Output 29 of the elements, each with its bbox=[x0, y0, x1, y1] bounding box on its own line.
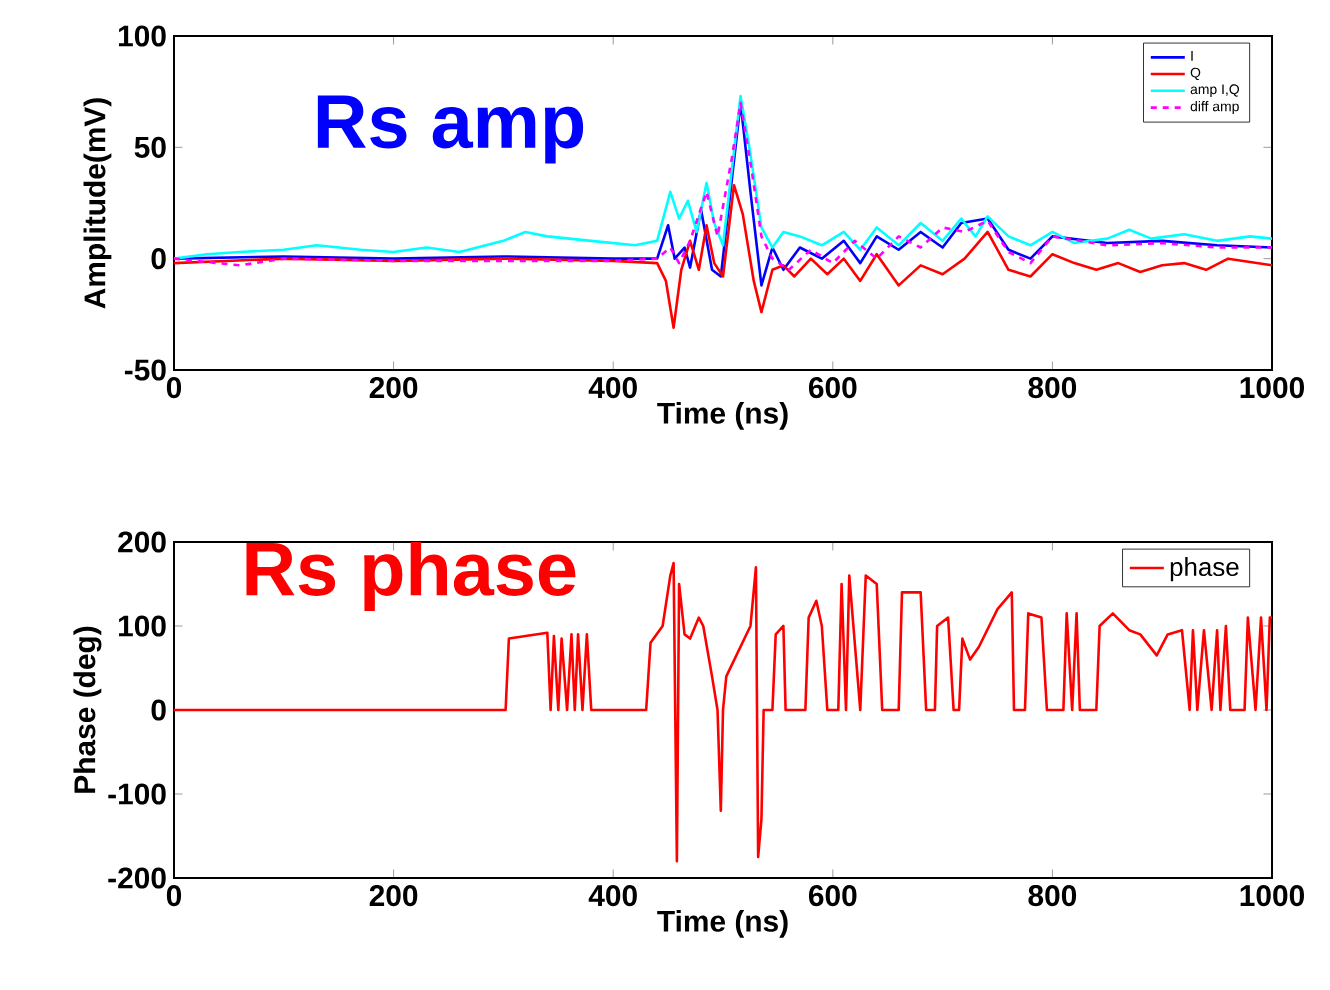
y-axis-title: Amplitude(mV) bbox=[83, 98, 112, 309]
y-tick-label: -200 bbox=[108, 867, 166, 889]
x-tick-label: 600 bbox=[808, 377, 857, 399]
legend-label: phase bbox=[1170, 557, 1239, 582]
x-tick-label: 200 bbox=[369, 377, 418, 399]
x-axis-title: Time (ns) bbox=[657, 401, 788, 430]
chart-title: Rs phase bbox=[246, 540, 576, 611]
x-tick-label: 0 bbox=[166, 377, 182, 399]
x-tick-label: 600 bbox=[808, 885, 857, 907]
line-series bbox=[174, 183, 1273, 329]
y-tick-label: -100 bbox=[108, 783, 166, 805]
y-tick-label: 50 bbox=[134, 136, 166, 158]
y-tick-label: 200 bbox=[118, 531, 166, 553]
x-tick-label: 400 bbox=[588, 377, 637, 399]
x-tick-label: 400 bbox=[588, 885, 637, 907]
y-tick-label: 0 bbox=[151, 699, 166, 721]
text: Rs amp bbox=[317, 95, 584, 164]
y-axis-title: Phase (deg) bbox=[73, 626, 102, 793]
y-tick-label: -50 bbox=[124, 359, 166, 381]
y-tick-label: 100 bbox=[118, 615, 166, 637]
x-tick-label: 800 bbox=[1028, 885, 1077, 907]
y-tick-label: 100 bbox=[118, 25, 166, 47]
x-tick-label: 800 bbox=[1028, 377, 1077, 399]
x-axis-title: Time (ns) bbox=[657, 909, 788, 938]
x-tick-label: 200 bbox=[369, 885, 418, 907]
x-tick-label: 1000 bbox=[1240, 885, 1304, 907]
y-tick-label: 0 bbox=[151, 248, 166, 270]
x-tick-label: 1000 bbox=[1240, 377, 1304, 399]
x-tick-label: 0 bbox=[166, 885, 182, 907]
